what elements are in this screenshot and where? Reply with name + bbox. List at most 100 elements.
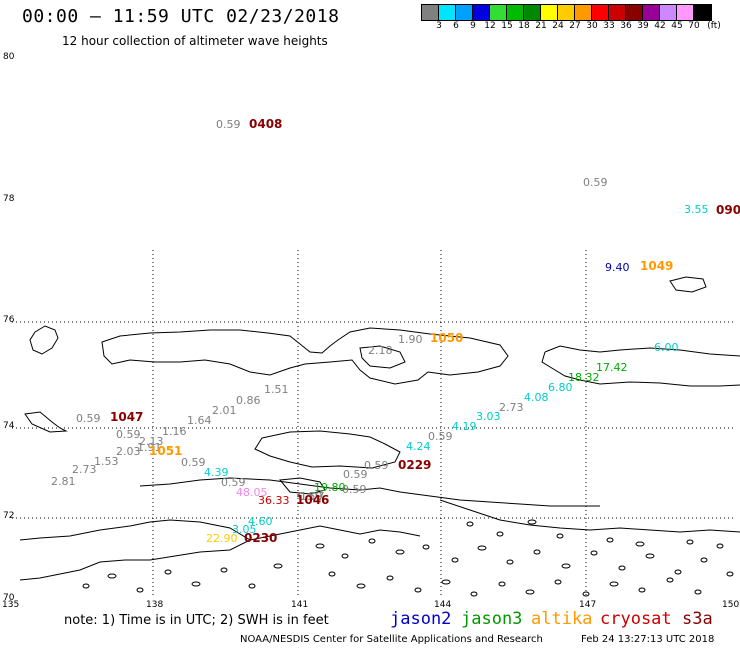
lat-label: 80 bbox=[3, 52, 15, 62]
color-swatch bbox=[438, 4, 457, 21]
wave-height-label: 2.03 bbox=[116, 445, 141, 458]
coastlines bbox=[19, 276, 740, 581]
lon-label: 150 bbox=[722, 600, 740, 610]
color-swatch bbox=[608, 4, 627, 21]
map-title: 00:00 – 11:59 UTC 02/23/2018 bbox=[22, 6, 340, 27]
coast-mainland-east bbox=[439, 499, 740, 533]
lon-label: 144 bbox=[434, 600, 452, 610]
coast-bolshevik-island bbox=[29, 325, 59, 355]
lon-label: 138 bbox=[146, 600, 164, 610]
legend-jason2: jason2 bbox=[390, 609, 452, 629]
color-scale-label: 12 bbox=[484, 21, 496, 31]
lon-label: 141 bbox=[291, 600, 309, 610]
color-scale-label: 15 bbox=[501, 21, 513, 31]
wave-height-label: 0.59 bbox=[221, 476, 246, 489]
lat-label: 74 bbox=[3, 421, 15, 431]
wave-height-label: 1.16 bbox=[162, 425, 187, 438]
color-swatch bbox=[506, 4, 525, 21]
color-swatch bbox=[642, 4, 661, 21]
color-swatch bbox=[455, 4, 474, 21]
wave-height-label: 0.59 bbox=[428, 430, 453, 443]
color-scale-label: 21 bbox=[535, 21, 547, 31]
color-scale-label: 33 bbox=[603, 21, 615, 31]
wave-height-label: 1.90 bbox=[398, 333, 423, 346]
color-scale-label: 18 bbox=[518, 21, 530, 31]
footnote: note: 1) Time is in UTC; 2) SWH is in fe… bbox=[64, 613, 329, 628]
pass-time-label: 1046 bbox=[296, 493, 330, 507]
legend-altika: altika bbox=[531, 609, 593, 629]
lat-label: 76 bbox=[3, 315, 15, 325]
legend-jason3: jason3 bbox=[461, 609, 523, 629]
lon-label: 147 bbox=[579, 600, 597, 610]
wave-height-label: 2.18 bbox=[368, 344, 393, 357]
pass-time-label: 0230 bbox=[244, 531, 278, 545]
pass-time-label: 090 bbox=[716, 203, 740, 217]
color-scale-label: 3 bbox=[436, 21, 442, 31]
color-scale-label: 39 bbox=[637, 21, 649, 31]
pass-time-label: 0408 bbox=[249, 117, 283, 131]
coast-maly-lyakhovsky bbox=[279, 477, 326, 495]
wave-height-label: 0.59 bbox=[216, 118, 241, 131]
color-scale-label: 9 bbox=[470, 21, 476, 31]
wave-height-label: 0.59 bbox=[181, 456, 206, 469]
pass-time-label: 1047 bbox=[110, 410, 144, 424]
wave-height-label: 36.33 bbox=[258, 494, 290, 507]
color-scale-label: 27 bbox=[569, 21, 581, 31]
legend-cryosat: cryosat bbox=[600, 609, 672, 629]
color-scale-label: 70 bbox=[688, 21, 700, 31]
wave-height-label: 6.80 bbox=[548, 381, 573, 394]
color-swatch bbox=[659, 4, 678, 21]
color-scale-label: 42 bbox=[654, 21, 666, 31]
pass-time-label: 1050 bbox=[430, 331, 464, 345]
coast-stolbovoy bbox=[24, 411, 68, 433]
coast-faddeyevsky-lake bbox=[359, 345, 406, 369]
color-swatch bbox=[489, 4, 508, 21]
wave-height-label: 1.07 bbox=[300, 490, 325, 503]
coast-delta-east bbox=[249, 525, 421, 541]
coast-jeannette bbox=[669, 276, 707, 293]
color-scale-label: 6 bbox=[453, 21, 459, 31]
wave-height-label: 3.55 bbox=[684, 203, 709, 216]
lat-label: 78 bbox=[3, 194, 15, 204]
wave-height-label: 4.39 bbox=[204, 466, 229, 479]
color-swatch bbox=[421, 4, 440, 21]
color-swatch bbox=[540, 4, 559, 21]
coast-new-siberia-south bbox=[541, 351, 740, 387]
color-scale-unit: (ft) bbox=[707, 21, 721, 31]
wave-height-label: 1.53 bbox=[94, 455, 119, 468]
wave-height-label: 2.81 bbox=[51, 475, 76, 488]
legend-s3a: s3a bbox=[682, 609, 713, 629]
wave-height-label: 2.73 bbox=[72, 463, 97, 476]
wave-height-label: 6.00 bbox=[654, 341, 679, 354]
wave-height-label: 0.59 bbox=[343, 468, 368, 481]
wave-height-label: 4.19 bbox=[452, 420, 477, 433]
wave-height-label: 17.42 bbox=[596, 361, 628, 374]
wave-height-label: 9.40 bbox=[605, 261, 630, 274]
wave-height-label: 0.59 bbox=[342, 483, 367, 496]
lat-label: 70 bbox=[3, 593, 15, 603]
color-swatch bbox=[557, 4, 576, 21]
wave-height-label: 3.03 bbox=[476, 410, 501, 423]
wave-height-label: 0.86 bbox=[236, 394, 261, 407]
wave-height-label: 2.13 bbox=[139, 435, 164, 448]
wave-height-label: 2.01 bbox=[212, 404, 237, 417]
color-scale-label: 36 bbox=[620, 21, 632, 31]
color-swatch bbox=[693, 4, 712, 21]
wave-height-label: 1.64 bbox=[187, 414, 212, 427]
coast-kotelny-island bbox=[101, 327, 509, 385]
wave-height-label: 2.73 bbox=[499, 401, 524, 414]
color-scale-label: 30 bbox=[586, 21, 598, 31]
wave-height-label: 1.91 bbox=[137, 441, 162, 454]
wave-height-label: 18.32 bbox=[568, 371, 600, 384]
wave-height-label: 3.05 bbox=[232, 523, 257, 536]
wave-height-label: 0.59 bbox=[116, 428, 141, 441]
delta-lakes bbox=[82, 519, 734, 597]
wave-height-label: 22.90 bbox=[206, 532, 238, 545]
pass-time-label: 0229 bbox=[398, 458, 432, 472]
color-swatch bbox=[472, 4, 491, 21]
wave-height-label: 0.59 bbox=[364, 459, 389, 472]
wave-height-label: 4.08 bbox=[524, 391, 549, 404]
wave-height-label: 0.59 bbox=[298, 490, 323, 503]
